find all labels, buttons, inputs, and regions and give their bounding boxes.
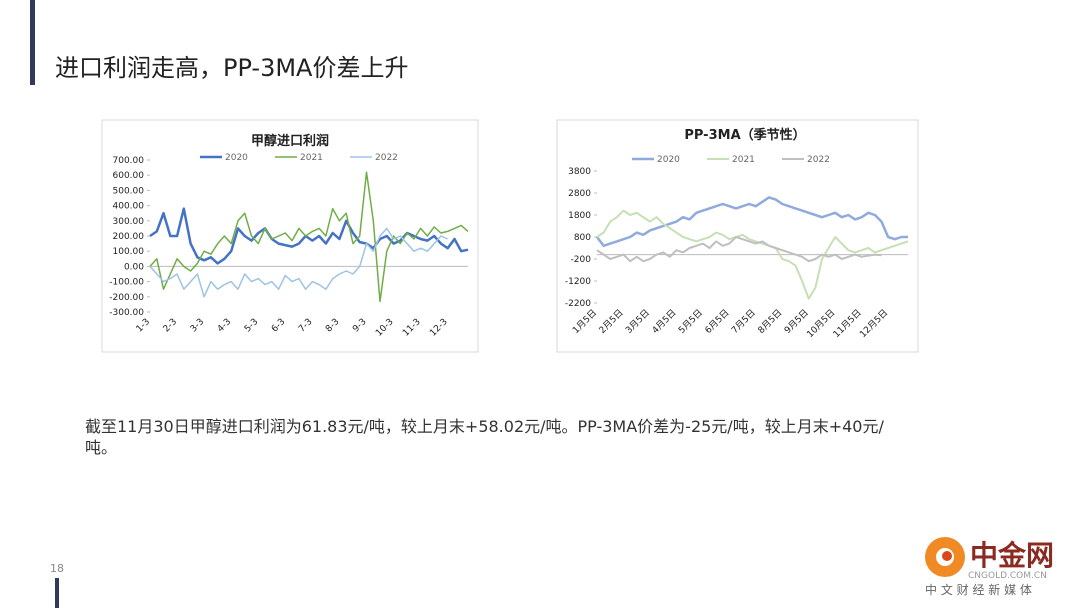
- legend-label: 2020: [225, 153, 248, 163]
- y-tick-label: 200.00: [113, 232, 145, 242]
- y-tick-label: 700.00: [113, 156, 145, 166]
- series-line: [149, 227, 449, 298]
- y-tick-label: -2200: [565, 299, 591, 309]
- chart-frame: [101, 119, 479, 353]
- y-tick-label: 500.00: [113, 186, 145, 196]
- y-tick-label: -1200: [565, 277, 591, 287]
- series-line: [596, 236, 882, 263]
- legend-label: 2021: [732, 155, 755, 165]
- logo-slogan: 中 文 财 经 新 媒 体: [925, 582, 1032, 597]
- y-tick-label: 2800: [568, 189, 591, 199]
- y-tick-label: 300.00: [113, 217, 145, 227]
- y-tick-label: 400.00: [113, 202, 145, 212]
- series-line: [596, 196, 908, 248]
- legend-label: 2020: [657, 155, 680, 165]
- series-line: [149, 171, 469, 303]
- y-tick-label: 100.00: [113, 247, 145, 257]
- chart-title: PP-3MA（季节性）: [684, 127, 805, 143]
- y-tick-label: -100.00: [109, 278, 144, 288]
- legend-label: 2022: [807, 155, 830, 165]
- y-tick-label: -300.00: [109, 308, 144, 318]
- chart-title: 甲醇进口利润: [251, 133, 329, 149]
- y-tick-label: 1800: [568, 211, 591, 221]
- y-tick-label: 0.00: [124, 262, 144, 272]
- y-tick-label: -200.00: [109, 293, 144, 303]
- legend-label: 2022: [375, 153, 398, 163]
- y-tick-label: 800: [574, 233, 591, 243]
- slide-title: 进口利润走高，PP-3MA价差上升: [55, 54, 408, 82]
- logo-site: CNGOLD.COM.CN: [968, 571, 1047, 581]
- footer-bar: [55, 578, 59, 608]
- y-tick-label: -200: [571, 255, 592, 265]
- body-text: 截至11月30日甲醇进口利润为61.83元/吨，较上月末+58.02元/吨。PP…: [85, 417, 884, 457]
- legend-label: 2021: [300, 153, 323, 163]
- y-tick-label: 600.00: [113, 171, 145, 181]
- series-line: [596, 209, 909, 300]
- logo-icon: [942, 551, 952, 561]
- page-number: 18: [50, 562, 64, 575]
- accent-bar: [30, 0, 35, 85]
- logo-name: 中金网: [970, 539, 1054, 572]
- y-tick-label: 3800: [568, 167, 591, 177]
